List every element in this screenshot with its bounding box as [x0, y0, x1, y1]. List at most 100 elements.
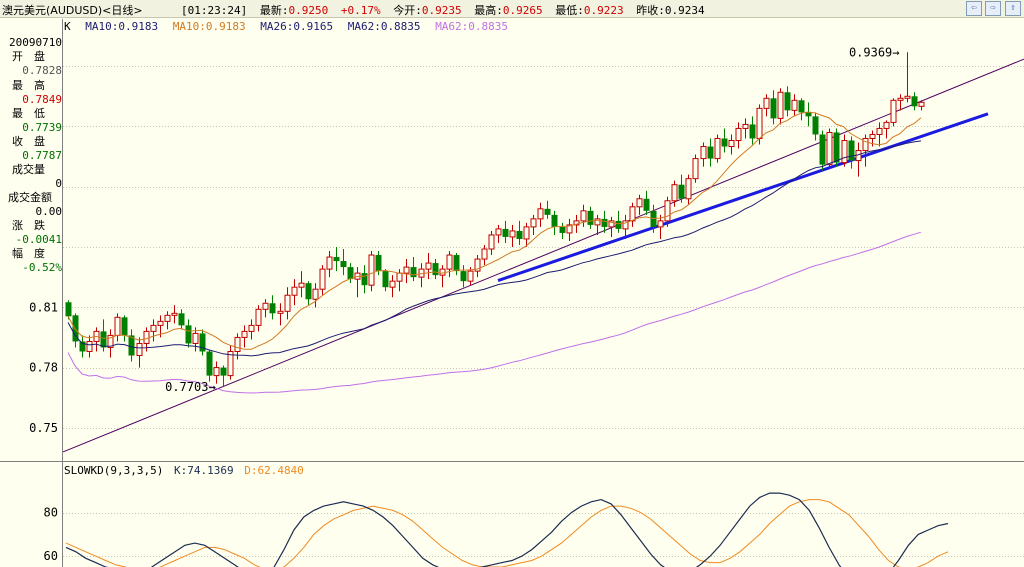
kd-tick-label: 80 — [44, 506, 58, 520]
latest-value: 0.9250 — [288, 4, 329, 17]
candle-body-down — [206, 351, 213, 376]
prev-close-label: 昨收: — [636, 4, 665, 17]
info-value-open: 0.7828 — [22, 64, 62, 77]
candle-body-down — [432, 263, 439, 276]
candle-body-up — [396, 272, 403, 282]
candle-body-down — [749, 124, 756, 139]
candle-body-up — [150, 324, 157, 332]
candle-body-up — [241, 330, 248, 338]
candle-body-down — [707, 146, 714, 159]
candle-body-up — [389, 280, 396, 288]
candle-body-down — [347, 267, 354, 280]
candle-body-up — [918, 101, 925, 107]
candle-body-up — [756, 107, 763, 139]
legend-ma62-blue: MA62:0.8835 — [347, 20, 421, 33]
price-tick-label: 0.78 — [29, 361, 58, 375]
candle-body-up — [509, 230, 516, 238]
title-bar: 澳元美元(AUDUSD)<日线> [01:23:24] 最新:0.9250 +0… — [0, 0, 1024, 18]
candle-body-up — [629, 206, 636, 222]
candle-body-down — [72, 315, 79, 342]
candle-body-up — [86, 340, 93, 352]
candle-body-up — [262, 302, 269, 310]
candle-body-up — [671, 184, 678, 202]
grid: 0.75 0.78 0.81 — [29, 66, 1024, 435]
candle-body-down — [502, 228, 509, 237]
info-label-change: 涨 跌 — [12, 219, 45, 232]
kd-legend-name: SLOWKD(9,3,3,5) — [64, 464, 164, 477]
candle-body-down — [812, 116, 819, 135]
candle-body-down — [333, 257, 340, 262]
candle-body-up — [446, 254, 453, 270]
info-label-amplitude: 幅 度 — [12, 247, 45, 260]
price-tick-label: 0.81 — [29, 300, 58, 314]
ma26-line — [67, 140, 922, 357]
candle-body-up — [791, 99, 798, 111]
candle-body-down — [185, 325, 192, 344]
candle-body-down — [453, 255, 460, 272]
high-label: 最高: — [474, 4, 503, 17]
candle-body-up — [107, 334, 114, 348]
info-value-amount: 0.00 — [35, 205, 63, 218]
candle-body-up — [608, 220, 615, 228]
candle-body-up — [636, 198, 643, 208]
candle-body-down — [587, 210, 594, 225]
candle-body-up — [255, 308, 262, 326]
info-label-volume: 成交量 — [12, 163, 45, 176]
candle-body-down — [382, 271, 389, 288]
candle-body-up — [573, 220, 580, 226]
candle-body-up — [841, 139, 848, 164]
kd-tick-label: 60 — [44, 549, 58, 563]
candle-body-up — [171, 312, 178, 316]
candle-body-up — [248, 324, 255, 332]
nav-forward-icon[interactable]: ⇨ — [985, 1, 1001, 16]
candle-body-down — [410, 267, 417, 278]
nav-back-icon[interactable]: ⇦ — [966, 1, 982, 16]
candle-body-down — [361, 273, 368, 286]
info-label-open: 开 盘 — [12, 50, 45, 63]
info-label-low: 最 低 — [12, 107, 45, 120]
candle-body-down — [819, 134, 826, 165]
candle-body-down — [798, 100, 805, 113]
candle-body-up — [467, 270, 474, 282]
ma62-line — [67, 231, 922, 394]
latest-label: 最新: — [259, 4, 289, 17]
candle-body-up — [403, 266, 410, 274]
info-value-low: 0.7739 — [22, 121, 62, 134]
candle-body-down — [848, 140, 855, 161]
candle-body-up — [664, 200, 671, 222]
prev-close-value: 0.9234 — [664, 4, 705, 17]
candle-body-down — [721, 138, 728, 147]
nav-up-icon[interactable]: ⇧ — [1005, 1, 1021, 16]
candle-body-up — [897, 97, 904, 101]
candle-body-up — [439, 268, 446, 276]
low-annotation: 0.7703→ — [165, 380, 216, 394]
candle-body-up — [488, 234, 495, 250]
candle-body-down — [559, 226, 566, 233]
candle-body-down — [305, 283, 312, 300]
candle-body-down — [551, 214, 558, 227]
candle-body-up — [481, 248, 488, 260]
candle-body-up — [227, 350, 234, 377]
ma10-line — [67, 111, 922, 350]
candle-body-up — [700, 146, 707, 160]
candle-body-down — [128, 335, 135, 356]
candle-body-up — [291, 286, 298, 296]
candle-body-down — [643, 198, 650, 211]
candle-body-up — [277, 310, 284, 314]
candle-body-down — [615, 220, 622, 229]
main-legend: K MA10:0.9183 MA10:0.9183 MA26:0.9165 MA… — [64, 20, 516, 34]
candle-body-up — [763, 97, 770, 109]
candle-body-up — [777, 91, 784, 119]
candle-body-up — [298, 282, 305, 288]
candle-body-down — [340, 261, 347, 268]
candle-body-down — [100, 331, 107, 348]
candle-body-down — [805, 112, 812, 117]
legend-ma10-blue: MA10:0.9183 — [85, 20, 159, 33]
candle-body-up — [862, 137, 869, 152]
candle-body-up — [566, 224, 573, 234]
kd-k-line — [65, 492, 949, 567]
candle-body-down — [460, 271, 467, 282]
candle-body-down — [65, 302, 72, 317]
candle-body-up — [143, 330, 150, 344]
candle-body-up — [742, 123, 749, 129]
